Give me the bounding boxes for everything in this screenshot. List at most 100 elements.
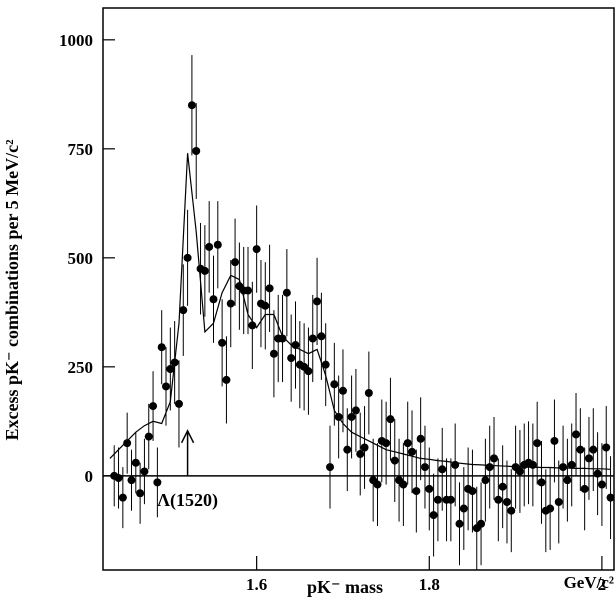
- data-point: [502, 497, 511, 506]
- y-tick-label: 1000: [59, 31, 93, 50]
- data-point: [123, 439, 132, 448]
- data-point: [261, 301, 270, 310]
- data-point: [162, 382, 171, 391]
- y-axis-label: Excess pK⁻ combinations per 5 MeV/c²: [2, 139, 22, 440]
- data-point: [269, 349, 278, 358]
- data-point: [537, 478, 546, 487]
- x-tick-label: 1.8: [419, 575, 440, 594]
- data-point: [589, 445, 598, 454]
- data-point: [200, 266, 209, 275]
- data-point: [550, 436, 559, 445]
- data-point: [567, 460, 576, 469]
- data-point: [192, 147, 201, 156]
- data-point: [187, 101, 196, 110]
- data-point: [386, 415, 395, 424]
- data-point: [304, 367, 313, 376]
- data-point: [326, 463, 335, 472]
- data-point: [533, 439, 542, 448]
- data-point: [494, 495, 503, 504]
- data-point: [114, 474, 123, 483]
- data-point: [490, 454, 499, 463]
- x-axis-label: pK⁻ mass: [307, 577, 383, 597]
- data-point: [429, 511, 438, 520]
- data-point: [157, 343, 166, 352]
- data-point: [205, 242, 214, 251]
- data-point: [308, 334, 317, 343]
- data-point: [606, 493, 615, 502]
- y-tick-label: 0: [85, 467, 94, 486]
- data-point: [408, 447, 417, 456]
- data-point: [213, 240, 222, 249]
- data-point: [282, 288, 291, 297]
- plot-frame: [102, 7, 615, 571]
- annotation-label: Λ(1520): [157, 490, 218, 511]
- data-point: [559, 463, 568, 472]
- data-point: [179, 306, 188, 315]
- data-point: [347, 412, 356, 421]
- data-point: [420, 463, 429, 472]
- data-point: [218, 338, 227, 347]
- data-point: [343, 445, 352, 454]
- data-point: [455, 519, 464, 528]
- data-point: [507, 506, 516, 515]
- data-point: [576, 445, 585, 454]
- x-axis-unit: GeV/c²: [564, 573, 614, 592]
- data-point: [291, 341, 300, 350]
- y-tick-label: 250: [68, 358, 94, 377]
- data-point: [584, 454, 593, 463]
- data-point: [399, 480, 408, 489]
- data-point: [459, 504, 468, 513]
- data-point: [382, 439, 391, 448]
- data-point: [118, 493, 127, 502]
- data-point: [438, 465, 447, 474]
- data-point: [149, 402, 158, 411]
- data-point: [140, 467, 149, 476]
- data-point: [425, 484, 434, 493]
- data-point: [166, 365, 175, 374]
- x-tick-label: 1.6: [246, 575, 267, 594]
- data-point: [287, 354, 296, 363]
- data-point: [580, 484, 589, 493]
- data-point: [602, 443, 611, 452]
- data-point: [313, 297, 322, 306]
- data-point: [144, 432, 153, 441]
- data-point: [403, 439, 412, 448]
- data-point: [317, 332, 326, 341]
- data-point: [498, 482, 507, 491]
- annotation-arrow: [180, 429, 195, 476]
- x-tick-label: 2: [598, 575, 607, 594]
- data-point: [468, 487, 477, 496]
- y-tick-label: 750: [68, 140, 94, 159]
- data-point: [338, 386, 347, 395]
- data-point: [433, 495, 442, 504]
- data-point: [226, 299, 235, 308]
- data-point: [446, 495, 455, 504]
- data-point: [356, 450, 365, 459]
- data-point: [183, 253, 192, 262]
- data-point: [131, 458, 140, 467]
- data-point: [373, 480, 382, 489]
- data-point: [546, 504, 555, 513]
- data-point: [554, 497, 563, 506]
- data-point: [321, 360, 330, 369]
- data-point: [231, 258, 240, 267]
- data-point: [593, 469, 602, 478]
- data-point: [485, 463, 494, 472]
- fit-curve: [109, 153, 611, 470]
- data-point: [127, 476, 136, 485]
- data-point: [351, 406, 360, 415]
- data-point: [364, 388, 373, 397]
- data-point: [244, 286, 253, 295]
- data-point: [477, 519, 486, 528]
- data-point: [252, 245, 261, 254]
- data-point: [597, 480, 606, 489]
- data-point: [136, 489, 145, 498]
- data-point: [278, 334, 287, 343]
- data-point: [222, 375, 231, 384]
- data-point: [174, 399, 183, 408]
- data-point: [153, 478, 162, 487]
- data-point: [390, 456, 399, 465]
- data-point: [515, 467, 524, 476]
- data-point: [481, 476, 490, 485]
